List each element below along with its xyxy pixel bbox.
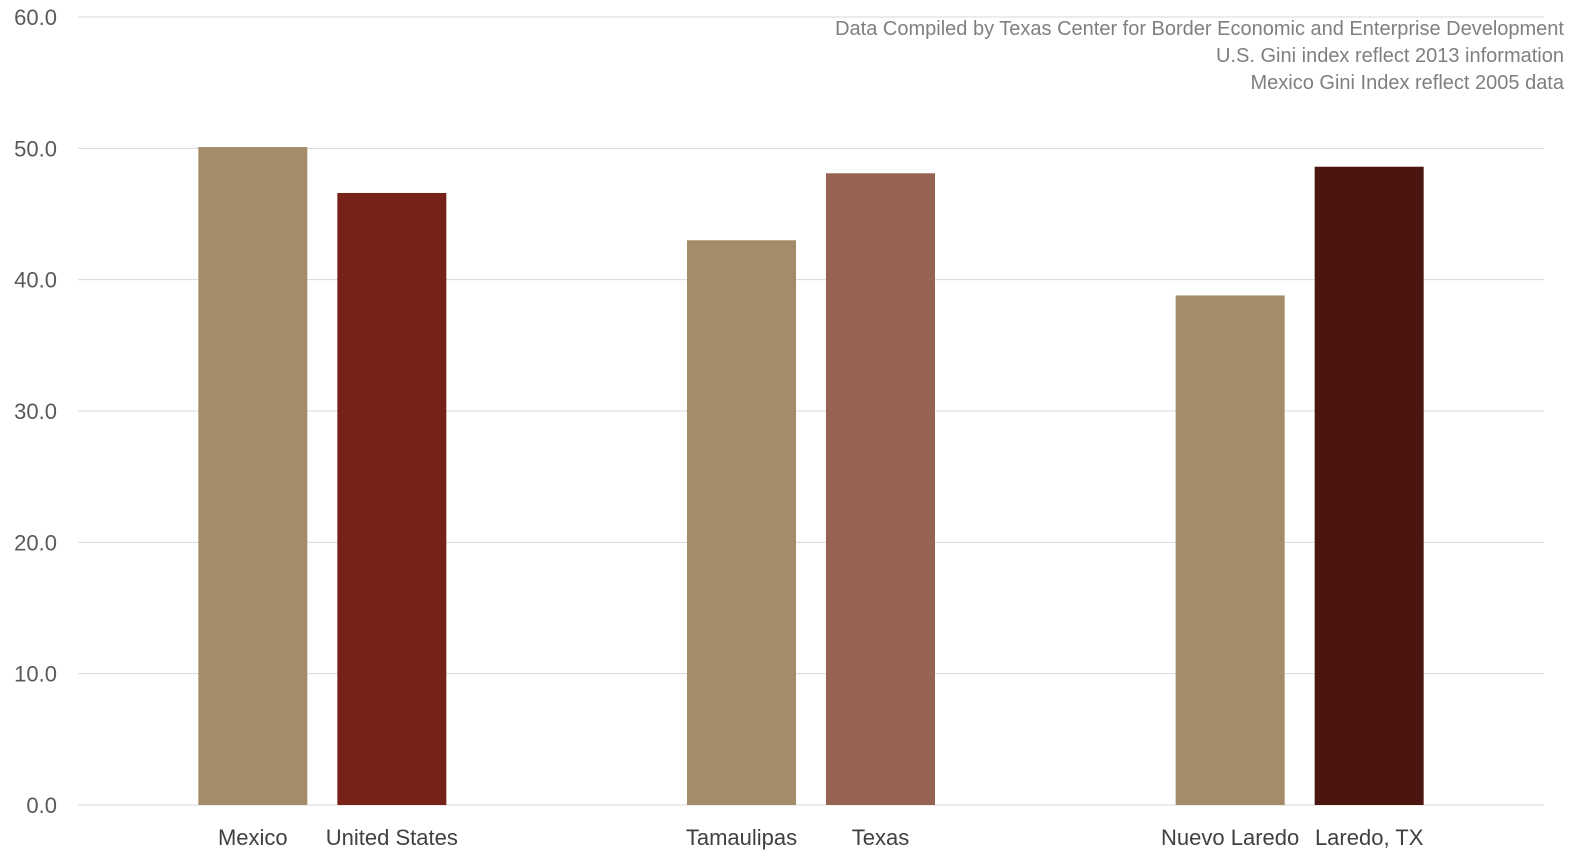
bar-0 — [198, 147, 308, 805]
bar-2 — [687, 240, 796, 805]
source-notes: Data Compiled by Texas Center for Border… — [835, 18, 1565, 94]
note-line-3: Mexico Gini Index reflect 2005 data — [1250, 72, 1564, 94]
note-line-1: Data Compiled by Texas Center for Border… — [835, 18, 1564, 40]
bar-5 — [1314, 166, 1424, 806]
x-category-label-4: Nuevo Laredo — [1161, 825, 1299, 850]
y-tick-label-5: 50.0 — [14, 136, 57, 161]
gridlines — [78, 16, 1544, 806]
bars — [198, 147, 1424, 806]
y-axis-tick-labels: 0.0 10.0 20.0 30.0 40.0 50.0 60.0 — [14, 5, 57, 818]
y-tick-label-6: 60.0 — [14, 5, 57, 30]
bar-4 — [1175, 295, 1285, 805]
y-tick-label-4: 40.0 — [14, 268, 57, 293]
x-category-label-1: United States — [326, 825, 458, 850]
bar-3 — [826, 173, 935, 805]
y-tick-label-2: 20.0 — [14, 530, 57, 555]
x-category-label-2: Tamaulipas — [686, 825, 797, 850]
x-category-label-5: Laredo, TX — [1315, 825, 1424, 850]
x-axis-category-labels: Mexico United States Tamaulipas Texas Nuevo … — [218, 825, 1424, 850]
bar-1 — [337, 192, 447, 805]
x-category-label-3: Texas — [852, 825, 909, 850]
y-tick-label-0: 0.0 — [26, 793, 57, 818]
y-tick-label-3: 30.0 — [14, 399, 57, 424]
x-category-label-0: Mexico — [218, 825, 288, 850]
y-tick-label-1: 10.0 — [14, 662, 57, 687]
note-line-2: U.S. Gini index reflect 2013 information — [1216, 45, 1564, 67]
